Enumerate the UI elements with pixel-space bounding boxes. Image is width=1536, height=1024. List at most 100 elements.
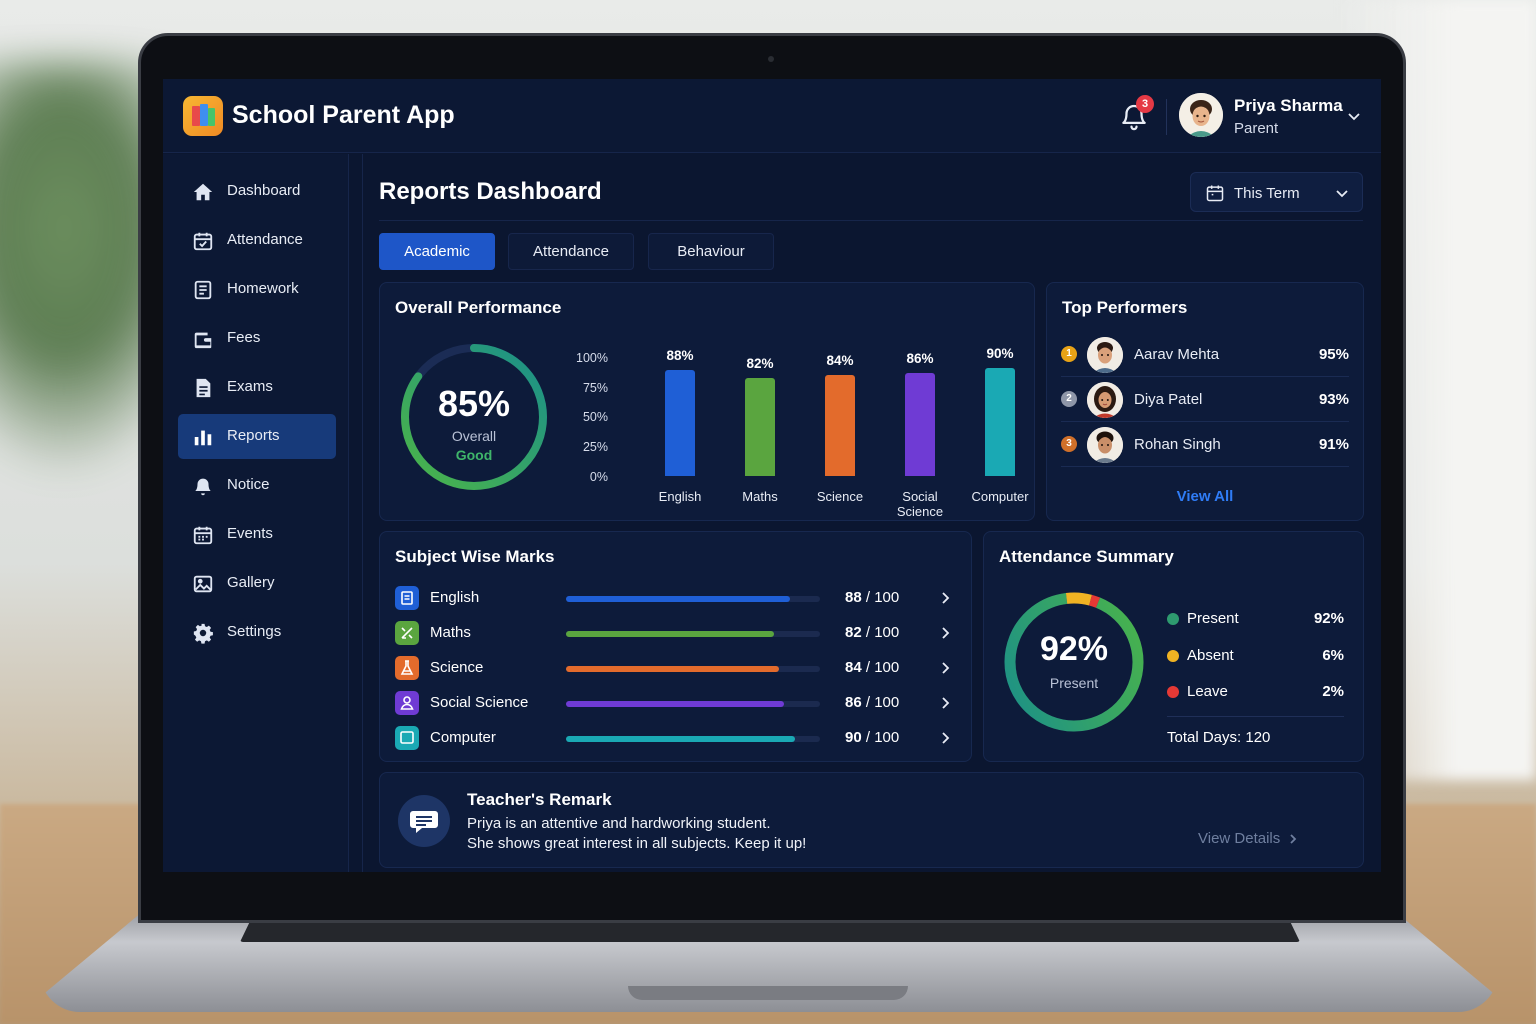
performer-name: Rohan Singh xyxy=(1134,436,1221,453)
sidebar-item-homework[interactable]: Homework xyxy=(178,267,336,312)
overall-percent: 85% xyxy=(437,383,511,424)
remark-text-line: She shows great interest in all subjects… xyxy=(467,835,807,852)
attendance-percent: 92% xyxy=(1039,630,1109,668)
sidebar-item-label: Events xyxy=(227,525,273,542)
subject-name: Computer xyxy=(430,729,496,746)
performer-row[interactable]: 3 Rohan Singh 91% xyxy=(1061,423,1349,467)
bar-value-label: 88% xyxy=(666,348,694,364)
sidebar-item-notice[interactable]: Notice xyxy=(178,463,336,508)
legend-leave: Leave 2% xyxy=(1167,677,1344,711)
subject-name: English xyxy=(430,589,480,606)
flask-icon xyxy=(395,656,419,680)
chevron-right-icon[interactable] xyxy=(939,731,951,745)
bar-social-science[interactable] xyxy=(905,372,935,476)
sidebar-item-settings[interactable]: Settings xyxy=(178,610,336,655)
document-icon xyxy=(196,378,211,398)
bar-maths[interactable] xyxy=(745,377,775,476)
bell-icon xyxy=(195,478,211,496)
gear-icon xyxy=(193,623,213,644)
sidebar-item-label: Gallery xyxy=(227,574,275,591)
tab-behaviour[interactable]: Behaviour xyxy=(648,233,774,270)
home-icon xyxy=(193,183,213,201)
view-details-link[interactable]: View Details xyxy=(1198,830,1281,847)
legend-value: 2% xyxy=(1322,683,1344,700)
bar-science[interactable] xyxy=(825,375,855,476)
app-title: School Parent App xyxy=(232,101,455,129)
subject-score: 90 / 100 xyxy=(845,729,900,746)
title-divider xyxy=(379,220,1363,221)
performer-row[interactable]: 2 Diya Patel 93% xyxy=(1061,378,1349,422)
chevron-right-icon[interactable] xyxy=(939,591,951,605)
sidebar-item-label: Fees xyxy=(227,329,261,346)
sidebar-item-dashboard[interactable]: Dashboard xyxy=(178,169,336,214)
attendance-donut-chart xyxy=(1004,592,1144,732)
sidebar-item-reports[interactable]: Reports xyxy=(178,414,336,459)
sidebar-item-events[interactable]: Events xyxy=(178,512,336,557)
progress-track xyxy=(566,701,820,707)
calendar-icon xyxy=(1206,185,1224,202)
sidebar-item-fees[interactable]: Fees xyxy=(178,316,336,361)
app-screen: School Parent App 3 Priya Sharma Parent … xyxy=(163,79,1381,872)
progress-fill xyxy=(566,736,795,742)
notification-bell-icon[interactable] xyxy=(1119,101,1149,131)
subject-score: 84 / 100 xyxy=(845,659,900,676)
tab-attendance[interactable]: Attendance xyxy=(508,233,634,270)
subject-score: 86 / 100 xyxy=(845,694,900,711)
sidebar-item-label: Settings xyxy=(227,623,282,640)
app-logo-icon xyxy=(183,96,223,136)
legend-divider xyxy=(1167,716,1344,717)
sidebar-item-gallery[interactable]: Gallery xyxy=(178,561,336,606)
remark-text-line: Priya is an attentive and hardworking st… xyxy=(467,815,771,832)
legend-absent: Absent 6% xyxy=(1167,641,1344,675)
x-tick-label: English xyxy=(658,489,702,504)
sidebar-item-exams[interactable]: Exams xyxy=(178,365,336,410)
laptop-keyboard xyxy=(240,920,1300,942)
legend-label: Present xyxy=(1187,610,1239,627)
donut-present-segment xyxy=(1004,592,1144,732)
chevron-right-icon[interactable] xyxy=(939,696,951,710)
subject-row-english[interactable]: English 88 / 100 xyxy=(395,583,965,613)
x-tick-label: Computer xyxy=(971,489,1029,504)
top-performers-card: Top Performers 1 Aarav Mehta 95% 2 Diya … xyxy=(1046,282,1364,521)
subject-row-science[interactable]: Science 84 / 100 xyxy=(395,653,965,683)
sidebar-item-label: Reports xyxy=(227,427,280,444)
person-icon xyxy=(395,691,419,715)
total-days: Total Days: 120 xyxy=(1167,729,1271,746)
bar-english[interactable] xyxy=(665,370,695,476)
chevron-right-icon[interactable] xyxy=(939,661,951,675)
rank-badge: 2 xyxy=(1061,391,1077,407)
view-all-link[interactable]: View All xyxy=(1176,488,1234,505)
chevron-right-icon[interactable] xyxy=(1288,832,1298,846)
chevron-down-icon[interactable] xyxy=(1347,109,1361,123)
bar-value-label: 84% xyxy=(826,353,854,369)
bar-computer[interactable] xyxy=(985,368,1015,476)
sidebar-item-attendance[interactable]: Attendance xyxy=(178,218,336,263)
user-name[interactable]: Priya Sharma xyxy=(1234,96,1343,115)
subject-row-social-science[interactable]: Social Science 86 / 100 xyxy=(395,688,965,718)
progress-track xyxy=(566,631,820,637)
term-filter-select[interactable]: This Term xyxy=(1190,172,1363,212)
performer-name: Aarav Mehta xyxy=(1134,346,1220,363)
performer-avatar xyxy=(1087,382,1123,418)
laptop-notch xyxy=(628,986,908,1000)
user-avatar[interactable] xyxy=(1179,93,1223,137)
term-filter-label: This Term xyxy=(1234,185,1300,202)
ruler-icon xyxy=(395,621,419,645)
remark-title: Teacher's Remark xyxy=(467,790,612,809)
chevron-right-icon[interactable] xyxy=(939,626,951,640)
subject-row-maths[interactable]: Maths 82 / 100 xyxy=(395,618,965,648)
performer-row[interactable]: 1 Aarav Mehta 95% xyxy=(1061,333,1349,377)
subject-row-computer[interactable]: Computer 90 / 100 xyxy=(395,723,965,753)
sidebar-item-label: Dashboard xyxy=(227,182,301,199)
top-performers-title: Top Performers xyxy=(1062,298,1188,317)
user-role: Parent xyxy=(1234,120,1279,137)
progress-fill xyxy=(566,631,775,637)
legend-value: 92% xyxy=(1313,610,1344,627)
tab-academic[interactable]: Academic xyxy=(379,233,495,270)
x-tick-label: Social Science xyxy=(896,489,944,519)
y-tick-label: 50% xyxy=(582,410,608,424)
sidebar-item-label: Exams xyxy=(227,378,273,395)
legend-dot xyxy=(1167,650,1179,662)
performer-score: 91% xyxy=(1318,436,1349,453)
bar-value-label: 90% xyxy=(986,346,1014,361)
